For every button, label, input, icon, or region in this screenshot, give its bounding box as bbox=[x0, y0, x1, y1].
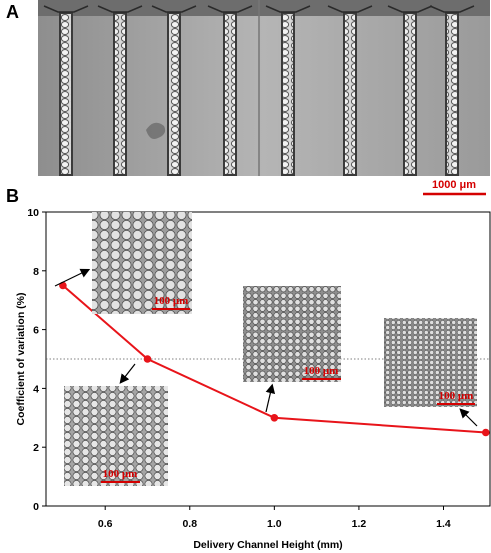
panel-a-scale-bar: 1000 μm bbox=[423, 179, 486, 196]
x-axis-label: Delivery Channel Height (mm) bbox=[193, 539, 342, 551]
arrow-3 bbox=[265, 383, 276, 413]
micrograph-panel-a bbox=[38, 0, 490, 176]
y-ticks: 0 2 4 6 8 10 bbox=[27, 207, 46, 513]
channel-nozzle bbox=[151, 5, 197, 13]
channel-droplets bbox=[169, 14, 179, 174]
channel-droplets bbox=[283, 14, 293, 174]
channel-nozzle bbox=[43, 5, 89, 13]
channel-droplets bbox=[447, 14, 457, 174]
channel-droplets bbox=[405, 14, 415, 174]
inset-3: 100 μm bbox=[243, 286, 341, 382]
y-tick-label: 10 bbox=[27, 207, 39, 219]
micrograph-smudge bbox=[146, 122, 166, 139]
inset-1-scale-label: 100 μm bbox=[154, 295, 189, 307]
inset-3-scale-label: 100 μm bbox=[304, 365, 339, 377]
x-tick-label: 0.8 bbox=[182, 518, 197, 530]
inset-4-scale-label: 100 μm bbox=[439, 390, 474, 402]
channel-nozzle bbox=[207, 5, 253, 13]
arrow-2 bbox=[119, 363, 136, 384]
inset-1: 100 μm bbox=[92, 212, 192, 314]
micrograph-header-band bbox=[38, 0, 490, 16]
panel-b-label: B bbox=[6, 186, 19, 206]
channel-droplets bbox=[225, 14, 235, 174]
arrow-1 bbox=[54, 268, 91, 287]
panel-a-scale-label: 1000 μm bbox=[432, 179, 476, 191]
channel-nozzle bbox=[97, 5, 143, 13]
channel-nozzle bbox=[327, 5, 373, 13]
channel-droplets bbox=[61, 14, 71, 174]
inset-4: 100 μm bbox=[384, 318, 477, 407]
channel-group bbox=[43, 5, 475, 176]
channel-nozzle bbox=[265, 5, 311, 13]
y-tick-label: 2 bbox=[33, 442, 39, 454]
data-point bbox=[481, 428, 490, 437]
y-tick-label: 8 bbox=[33, 266, 39, 278]
x-tick-label: 1.0 bbox=[267, 518, 282, 530]
data-point bbox=[143, 355, 152, 363]
inset-2: 100 μm bbox=[64, 386, 168, 486]
x-tick-label: 1.2 bbox=[352, 518, 367, 530]
channel-droplets bbox=[115, 14, 125, 174]
y-axis-label: Coefficient of variation (%) bbox=[15, 292, 27, 425]
series-line bbox=[62, 284, 486, 434]
y-tick-label: 6 bbox=[33, 325, 39, 337]
inset-2-scale-label: 100 μm bbox=[103, 468, 138, 480]
y-tick-label: 0 bbox=[33, 501, 39, 513]
series-points bbox=[59, 281, 490, 437]
x-tick-label: 0.6 bbox=[98, 518, 113, 530]
channel-droplets bbox=[345, 14, 355, 174]
channel-nozzle bbox=[387, 5, 433, 13]
arrow-4 bbox=[459, 408, 478, 427]
y-tick-label: 4 bbox=[33, 383, 39, 395]
x-ticks: 0.6 0.8 1.0 1.2 1.4 bbox=[98, 506, 451, 530]
channel-nozzle bbox=[429, 5, 475, 13]
x-tick-label: 1.4 bbox=[436, 518, 451, 530]
panel-a-label: A bbox=[6, 2, 19, 22]
data-point bbox=[270, 414, 279, 422]
